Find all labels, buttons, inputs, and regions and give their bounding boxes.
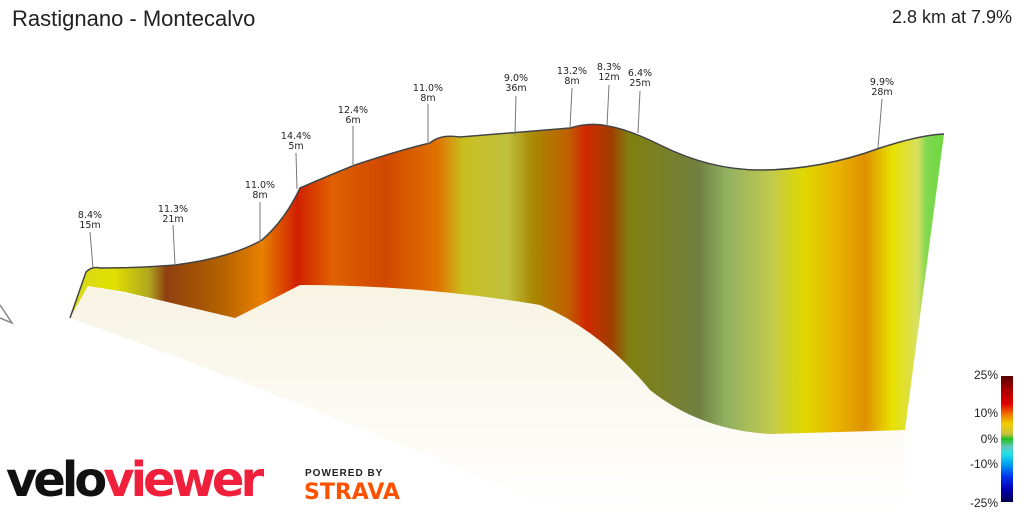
svg-text:5m: 5m [288, 141, 303, 152]
svg-text:8m: 8m [420, 93, 435, 104]
svg-text:8m: 8m [564, 76, 579, 87]
annotation: 8.3%12m [597, 62, 621, 127]
svg-text:8.3%: 8.3% [597, 62, 621, 73]
svg-text:6.4%: 6.4% [628, 68, 652, 79]
edge-marker [0, 304, 14, 325]
svg-text:25m: 25m [629, 78, 650, 89]
annotation: 14.4%5m [281, 131, 311, 190]
svg-text:13.2%: 13.2% [557, 66, 587, 77]
profile-ribbon [70, 124, 944, 435]
strava-logo: STRAVA [304, 480, 400, 505]
legend-tick: -25% [969, 496, 998, 510]
svg-text:6m: 6m [345, 115, 360, 126]
svg-text:8m: 8m [252, 190, 267, 201]
svg-text:21m: 21m [162, 214, 183, 225]
gradient-colorbar-legend: 25% 10% 0% -10% -25% [950, 368, 1024, 512]
profile-outline [69, 123, 945, 319]
segment-title: Rastignano - Montecalvo [12, 6, 256, 31]
annotation: 12.4%6m [338, 105, 368, 166]
annotation: 9.0%36m [504, 73, 528, 136]
svg-text:14.4%: 14.4% [281, 131, 311, 142]
segment-summary: 2.8 km at 7.9% [891, 7, 1012, 27]
svg-text:12m: 12m [598, 72, 619, 83]
svg-text:9.0%: 9.0% [504, 73, 528, 84]
gradient-annotations: 8.4%15m 11.3%21m 11.0%8m 14.4%5m 12.4%6m… [78, 62, 894, 269]
colorbar [1001, 376, 1013, 502]
svg-text:12.4%: 12.4% [338, 105, 368, 116]
svg-text:11.0%: 11.0% [245, 180, 275, 191]
annotation: 8.4%15m [78, 210, 102, 269]
svg-text:8.4%: 8.4% [78, 210, 102, 221]
annotation: 11.0%8m [245, 180, 275, 242]
veloviewer-logo: veloviewer [6, 452, 264, 508]
annotation: 9.9%28m [870, 77, 894, 149]
svg-text:11.3%: 11.3% [158, 204, 188, 215]
svg-text:28m: 28m [871, 87, 892, 98]
powered-by-label: POWERED BY [305, 468, 384, 479]
legend-tick: 0% [980, 432, 998, 446]
legend-tick: 25% [973, 368, 998, 382]
annotation: 11.3%21m [158, 204, 188, 266]
annotation: 11.0%8m [413, 83, 443, 145]
svg-text:36m: 36m [505, 83, 526, 94]
annotation: 13.2%8m [557, 66, 587, 129]
svg-text:15m: 15m [79, 220, 100, 231]
annotation: 6.4%25m [628, 68, 652, 134]
svg-text:11.0%: 11.0% [413, 83, 443, 94]
legend-tick: -10% [969, 457, 998, 471]
profile-shadow [70, 285, 905, 512]
legend-tick: 10% [973, 406, 998, 420]
svg-text:9.9%: 9.9% [870, 77, 894, 88]
